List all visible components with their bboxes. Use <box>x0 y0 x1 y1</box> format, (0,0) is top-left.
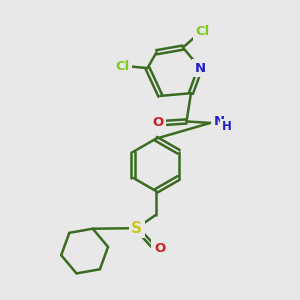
Text: Cl: Cl <box>116 60 130 73</box>
Text: Cl: Cl <box>196 25 210 38</box>
Text: N: N <box>195 61 206 75</box>
Text: S: S <box>131 221 142 236</box>
Text: O: O <box>152 116 163 129</box>
Text: N: N <box>214 115 225 128</box>
Text: O: O <box>154 242 165 255</box>
Text: H: H <box>222 120 232 133</box>
